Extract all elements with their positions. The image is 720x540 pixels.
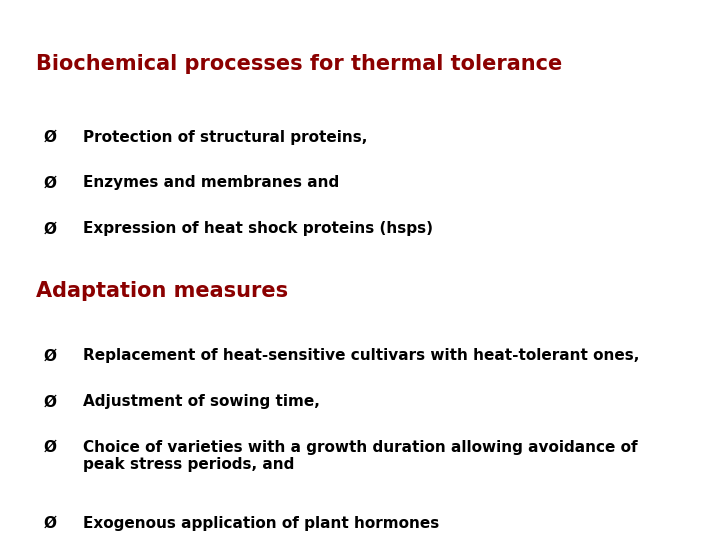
Text: Biochemical processes for thermal tolerance: Biochemical processes for thermal tolera… <box>36 54 562 74</box>
Text: Exogenous application of plant hormones: Exogenous application of plant hormones <box>83 516 439 531</box>
Text: Enzymes and membranes and: Enzymes and membranes and <box>83 176 339 191</box>
Text: Ø: Ø <box>43 394 56 409</box>
Text: Choice of varieties with a growth duration allowing avoidance of
peak stress per: Choice of varieties with a growth durati… <box>83 440 637 472</box>
Text: Expression of heat shock proteins (hsps): Expression of heat shock proteins (hsps) <box>83 221 433 237</box>
Text: Ø: Ø <box>43 221 56 237</box>
Text: Ø: Ø <box>43 348 56 363</box>
Text: Protection of structural proteins,: Protection of structural proteins, <box>83 130 367 145</box>
Text: Ø: Ø <box>43 176 56 191</box>
Text: Adjustment of sowing time,: Adjustment of sowing time, <box>83 394 320 409</box>
Text: Ø: Ø <box>43 440 56 455</box>
Text: Replacement of heat-sensitive cultivars with heat-tolerant ones,: Replacement of heat-sensitive cultivars … <box>83 348 639 363</box>
Text: Ø: Ø <box>43 130 56 145</box>
Text: Adaptation measures: Adaptation measures <box>36 281 288 301</box>
Text: Ø: Ø <box>43 516 56 531</box>
